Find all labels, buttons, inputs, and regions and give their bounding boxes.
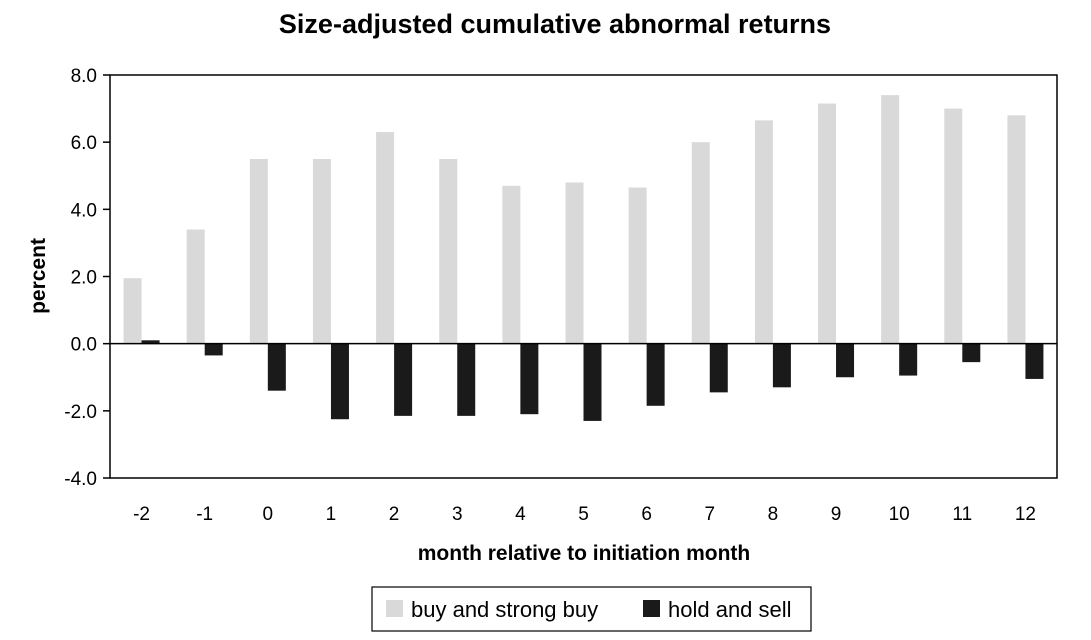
x-tick-label: 11	[952, 504, 972, 525]
x-tick-label: 12	[1015, 504, 1036, 525]
chart-title: Size-adjusted cumulative abnormal return…	[279, 9, 831, 39]
x-tick-label: 4	[515, 504, 526, 525]
x-tick-label: 3	[452, 504, 463, 525]
bar-hold-and-sell	[772, 343, 791, 388]
x-tick-label: 9	[831, 504, 842, 525]
x-tick-label: -1	[196, 504, 213, 525]
bar-buy-and-strong-buy	[818, 103, 837, 344]
y-tick-label: -4.0	[64, 469, 97, 490]
bar-buy-and-strong-buy	[439, 158, 458, 344]
bar-hold-and-sell	[141, 340, 160, 344]
bar-buy-and-strong-buy	[691, 142, 710, 344]
bar-hold-and-sell	[709, 343, 728, 393]
bar-hold-and-sell	[583, 343, 602, 421]
x-tick-label: 8	[768, 504, 779, 525]
legend-box	[371, 586, 812, 632]
bar-hold-and-sell	[330, 343, 349, 420]
bar-buy-and-strong-buy	[312, 158, 331, 344]
y-axis-label: percent	[27, 238, 50, 314]
x-tick-label: 6	[641, 504, 652, 525]
y-tick-label: -2.0	[64, 402, 97, 423]
bar-buy-and-strong-buy	[881, 95, 900, 344]
legend: buy and strong buy hold and sell	[371, 586, 812, 632]
legend-label-buy: buy and strong buy	[411, 597, 598, 622]
x-axis-label: month relative to initiation month	[418, 542, 751, 565]
x-tick-label: -2	[133, 504, 150, 525]
bar-hold-and-sell	[962, 343, 981, 363]
bar-hold-and-sell	[394, 343, 413, 416]
y-tick-label: 8.0	[71, 66, 97, 87]
y-tick-label: 2.0	[71, 268, 97, 289]
bar-buy-and-strong-buy	[123, 278, 142, 344]
y-tick-label: 4.0	[71, 200, 97, 221]
y-tick-label: 6.0	[71, 133, 97, 154]
legend-label-hold: hold and sell	[668, 597, 792, 622]
bar-hold-and-sell	[520, 343, 539, 415]
x-tick-label: 5	[578, 504, 589, 525]
y-ticks-group: 8.0 6.0 4.0 2.0 0.0 -2.0 -4.0	[64, 66, 110, 490]
x-tick-label: 2	[389, 504, 400, 525]
legend-swatch-hold	[643, 600, 660, 617]
bar-hold-and-sell	[267, 343, 286, 391]
bar-buy-and-strong-buy	[186, 229, 205, 344]
bars-group	[123, 95, 1044, 421]
x-ticks-group: -2 -1 0 1 2 3 4 5 6 7 8 9 10 11 12	[133, 504, 1036, 525]
bar-buy-and-strong-buy	[376, 132, 395, 344]
y-tick-label: 0.0	[71, 335, 97, 356]
x-tick-label: 0	[263, 504, 274, 525]
bar-buy-and-strong-buy	[502, 185, 521, 344]
bar-buy-and-strong-buy	[249, 158, 268, 344]
bar-hold-and-sell	[1025, 343, 1044, 379]
x-tick-label: 10	[889, 504, 910, 525]
bar-buy-and-strong-buy	[1007, 115, 1026, 344]
bar-hold-and-sell	[836, 343, 855, 378]
x-tick-label: 1	[326, 504, 337, 525]
bar-hold-and-sell	[204, 343, 223, 356]
bar-hold-and-sell	[899, 343, 918, 376]
bar-buy-and-strong-buy	[628, 187, 647, 344]
plot-frame	[109, 74, 1058, 479]
legend-swatch-buy	[386, 600, 403, 617]
bar-hold-and-sell	[646, 343, 665, 406]
bar-buy-and-strong-buy	[944, 108, 963, 344]
bar-hold-and-sell	[457, 343, 476, 416]
bar-buy-and-strong-buy	[754, 120, 773, 344]
bar-buy-and-strong-buy	[565, 182, 584, 344]
x-tick-label: 7	[704, 504, 715, 525]
